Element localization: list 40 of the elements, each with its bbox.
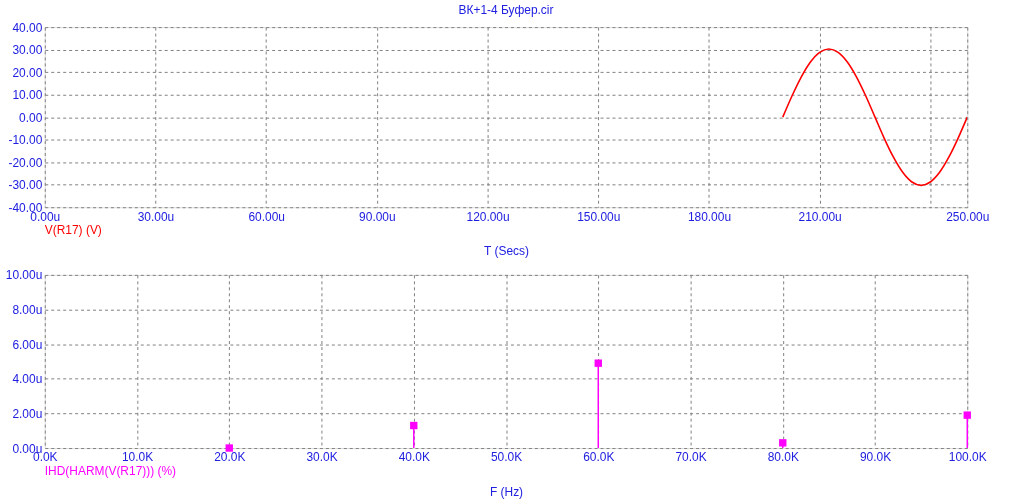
x-tick-label: 50.0K bbox=[490, 450, 523, 465]
x-tick-label: 20.0K bbox=[214, 450, 246, 465]
x-tick-label: 90.0K bbox=[859, 450, 892, 465]
x-tick-label: 210.00u bbox=[798, 209, 842, 224]
x-tick-label: 60.0K bbox=[583, 450, 615, 465]
text: IHD(HARM(V(R17))) (%) bbox=[44, 463, 177, 478]
point bbox=[594, 359, 602, 367]
x-tick-label: 150.00u bbox=[577, 209, 621, 224]
x-tick-label: 90.00u bbox=[359, 209, 396, 224]
point bbox=[410, 421, 418, 430]
y-tick-label: 2.00u bbox=[12, 406, 43, 421]
y-tick-label: 0.00 bbox=[19, 110, 43, 125]
x-tick-label: 30.0K bbox=[306, 450, 338, 465]
x-tick-label: 100.0K bbox=[948, 450, 987, 465]
chart-title: ВК+1-4 Буфер.cir bbox=[458, 3, 554, 18]
x-axis-title: F (Hz) bbox=[489, 485, 524, 499]
x-tick-label: 180.00u bbox=[687, 209, 732, 224]
y-tick-label: -10.00 bbox=[8, 133, 43, 148]
y-tick-label: 10.00 bbox=[12, 88, 43, 103]
x-tick-label: 250.00u bbox=[946, 209, 990, 224]
text: V(R17) (V) bbox=[44, 223, 102, 238]
x-tick-label: 30.00u bbox=[137, 209, 175, 224]
x-tick-label: 80.0K bbox=[767, 450, 799, 465]
line-series bbox=[781, 48, 968, 187]
y-tick-label: -30.00 bbox=[8, 178, 43, 193]
x-tick-label: 40.0K bbox=[398, 450, 430, 465]
x-tick-label: 70.0K bbox=[675, 450, 707, 465]
x-tick-label: 60.00u bbox=[248, 209, 285, 224]
x-tick-label: 10.0K bbox=[121, 450, 154, 465]
y-tick-label: 8.00u bbox=[12, 302, 43, 317]
y-tick-label: 30.00 bbox=[12, 43, 43, 58]
y-tick-label: -20.00 bbox=[8, 155, 43, 170]
point bbox=[963, 411, 971, 419]
x-tick-label: 120.00u bbox=[466, 209, 510, 224]
y-tick-label: 40.00 bbox=[12, 20, 43, 35]
y-tick-label: 10.00u bbox=[5, 268, 43, 283]
y-tick-label: 6.00u bbox=[12, 337, 43, 352]
x-axis-title: T (Secs) bbox=[484, 244, 529, 259]
y-tick-label: 20.00 bbox=[12, 65, 43, 80]
y-tick-label: 4.00u bbox=[12, 372, 43, 387]
